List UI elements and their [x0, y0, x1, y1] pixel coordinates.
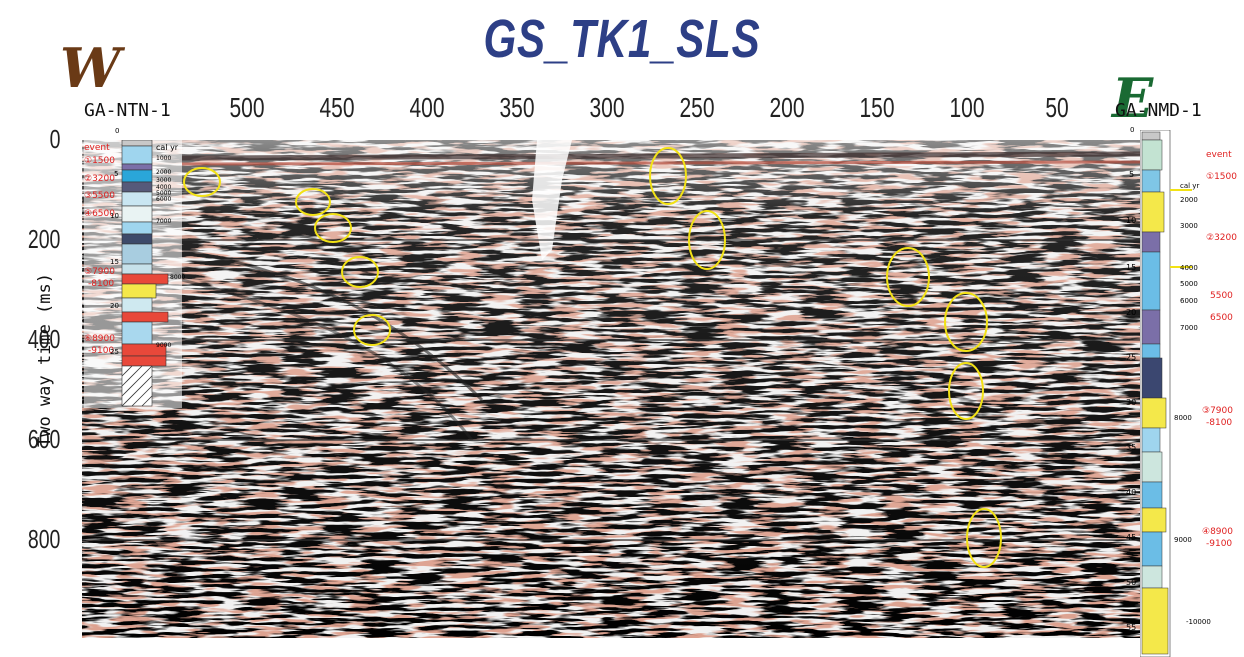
left-event: ①1500	[84, 156, 115, 166]
right-age: 3000	[1180, 222, 1198, 230]
left-event: -8100	[88, 279, 115, 289]
right-depth: 55	[1126, 623, 1137, 632]
highlight-ellipse	[183, 167, 221, 197]
left-age: 8000	[170, 274, 186, 281]
left-depth: 10	[110, 212, 119, 220]
right-calyr-header: cal yr	[1180, 182, 1200, 190]
right-event: ③7900	[1202, 406, 1233, 416]
right-depth: 35	[1126, 443, 1137, 452]
highlight-ellipse	[295, 188, 331, 216]
left-event: ⑤7900	[84, 267, 115, 277]
right-event: ④8900	[1202, 527, 1233, 537]
right-event: 6500	[1210, 313, 1233, 323]
right-depth: 10	[1126, 216, 1137, 225]
y-axis-label: Two way time (ms)	[35, 273, 55, 447]
highlight-ellipse	[944, 292, 988, 352]
highlight-ellipse	[688, 210, 726, 270]
left-well-name: GA-NTN-1	[84, 100, 171, 121]
x-tick: 150	[859, 92, 895, 123]
right-event: ①1500	[1206, 172, 1237, 182]
y-tick: 400	[27, 324, 60, 354]
seafloor-reflector-red	[181, 160, 1140, 166]
right-well-name: GA-NMD-1	[1115, 100, 1202, 121]
left-log-column	[121, 140, 169, 407]
left-age: 9000	[156, 342, 172, 349]
right-depth: 30	[1126, 398, 1137, 407]
left-age: 6000	[156, 196, 172, 203]
right-age: 8000	[1174, 414, 1192, 422]
shallow-fade	[82, 140, 1140, 638]
right-age: 2000	[1180, 196, 1198, 204]
dipping-reflector	[181, 278, 474, 441]
right-age: 7000	[1180, 324, 1198, 332]
right-log-panel: 0 5 10 15 20 25 30 35 40 45 50 55 event …	[1126, 126, 1244, 657]
right-depth: 50	[1126, 578, 1137, 587]
left-age: 7000	[156, 218, 172, 225]
highlight-ellipse	[966, 508, 1002, 568]
right-event: -8100	[1206, 418, 1233, 428]
highlight-ellipse	[886, 247, 930, 307]
left-age: 5000	[156, 190, 172, 197]
right-log-column	[1140, 130, 1192, 657]
right-depth: 25	[1126, 353, 1137, 362]
seafloor-reflector	[181, 151, 1140, 161]
left-calyr-header: cal yr	[156, 143, 179, 152]
east-label: E	[1112, 66, 1154, 130]
y-tick: 600	[27, 424, 60, 454]
left-event: ②3200	[84, 174, 115, 184]
right-age: 6000	[1180, 297, 1198, 305]
left-age: 1000	[156, 155, 172, 162]
left-event: ⑥8900	[84, 334, 115, 344]
left-age: 2000	[156, 169, 172, 176]
west-label: W	[60, 36, 121, 100]
x-tick: 500	[229, 92, 265, 123]
highlight-ellipse	[341, 256, 379, 288]
x-tick: 350	[499, 92, 535, 123]
y-tick: 200	[27, 224, 60, 254]
left-event: ④6500	[84, 209, 115, 219]
figure-title: GS_TK1_SLS	[483, 9, 761, 69]
x-tick: 450	[319, 92, 355, 123]
highlight-ellipse	[353, 314, 391, 346]
left-age: 4000	[156, 184, 172, 191]
left-event: ③5500	[84, 191, 115, 201]
x-tick: 300	[589, 92, 625, 123]
left-age: 3000	[156, 177, 172, 184]
x-tick: 400	[409, 92, 445, 123]
right-age: 5000	[1180, 280, 1198, 288]
right-event: 5500	[1210, 291, 1233, 301]
x-tick: 50	[1045, 92, 1069, 123]
right-depth: 0	[1130, 126, 1135, 134]
x-tick: 200	[769, 92, 805, 123]
right-event-header: event	[1206, 150, 1232, 160]
right-depth: 40	[1126, 488, 1137, 497]
left-depth: 5	[114, 170, 119, 178]
left-depth: 20	[110, 302, 119, 310]
seismic-section	[82, 140, 1140, 638]
right-depth: 5	[1129, 170, 1135, 179]
x-tick: 100	[949, 92, 985, 123]
x-tick: 250	[679, 92, 715, 123]
right-depth: 20	[1126, 308, 1137, 317]
right-depth: 15	[1126, 263, 1137, 272]
left-event: -9100	[88, 346, 115, 356]
right-depth: 45	[1126, 533, 1137, 542]
right-age: -10000	[1186, 618, 1211, 626]
left-depth: 15	[110, 258, 119, 266]
highlight-ellipse	[314, 213, 352, 243]
right-event: ②3200	[1206, 233, 1237, 243]
left-depth: 25	[110, 348, 119, 356]
central-disturbance	[532, 140, 572, 260]
highlight-ellipse	[649, 147, 687, 205]
left-depth: 0	[115, 127, 120, 135]
left-event-header: event	[84, 143, 110, 153]
right-age: 4000	[1180, 264, 1198, 272]
right-age: 9000	[1174, 536, 1192, 544]
left-log-panel: event cal yr ①1500 ②3200 ③5500 ④6500 ⑤79…	[84, 127, 186, 408]
y-tick: 0	[49, 124, 60, 154]
y-tick: 800	[27, 524, 60, 554]
highlight-ellipse	[948, 362, 984, 420]
dipping-reflector	[181, 248, 484, 402]
right-event: -9100	[1206, 539, 1233, 549]
